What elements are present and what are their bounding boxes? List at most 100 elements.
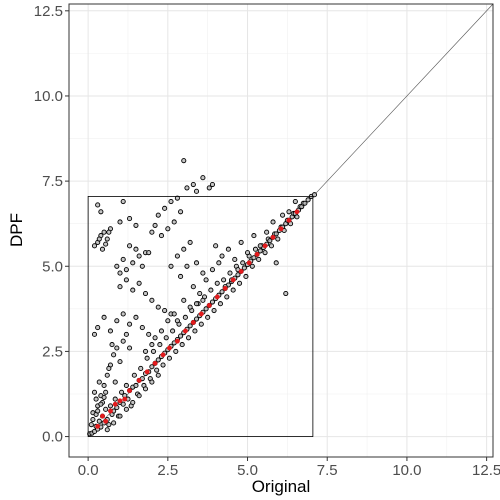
data-point: [142, 386, 149, 392]
data-point: [235, 272, 241, 278]
data-point: [209, 267, 216, 273]
data-point: [123, 331, 129, 337]
data-point: [127, 321, 133, 327]
x-tick-label: 7.5: [317, 462, 338, 479]
data-point: [107, 328, 113, 334]
y-tick-label: 2.5: [42, 343, 63, 360]
data-point: [146, 250, 152, 256]
data-point: [257, 243, 263, 249]
data-point: [170, 328, 176, 334]
data-point: [184, 263, 190, 269]
data-point: [270, 219, 276, 225]
data-point: [101, 382, 107, 389]
data-point: [209, 299, 216, 305]
data-point: [96, 418, 102, 424]
data-point: [168, 198, 174, 205]
highlight-point: [112, 401, 118, 407]
data-point: [280, 212, 286, 218]
data-point: [275, 236, 281, 242]
data-point: [208, 287, 214, 293]
data-point: [198, 321, 204, 327]
data-point: [227, 270, 233, 276]
data-point: [178, 209, 184, 215]
data-point: [182, 314, 188, 320]
bounding-box-layer: [87, 196, 314, 437]
data-point: [203, 277, 209, 283]
highlight-point: [100, 413, 105, 419]
y-axis-title: DPF: [7, 213, 26, 247]
data-point: [146, 331, 152, 337]
data-point: [123, 277, 129, 283]
data-point: [163, 335, 169, 341]
y-axis-ticks: 0.0 2.5 5.0 7.5 10.0 12.5: [34, 3, 69, 446]
highlight-point: [107, 408, 113, 414]
data-point: [217, 301, 223, 307]
highlight-point: [294, 209, 300, 215]
highlight-point: [214, 294, 220, 300]
highlight-point: [246, 260, 252, 266]
highlight-point: [182, 328, 188, 334]
data-point: [193, 260, 200, 266]
data-point: [243, 273, 249, 280]
data-point: [91, 243, 98, 249]
x-tick-label: 0.0: [78, 462, 99, 479]
data-point: [149, 297, 155, 303]
data-point: [139, 263, 145, 269]
data-point: [114, 318, 120, 324]
data-point: [174, 253, 180, 259]
data-point: [149, 229, 155, 235]
data-point: [302, 200, 308, 206]
data-point: [120, 401, 126, 407]
data-point: [95, 325, 101, 331]
data-point: [104, 372, 110, 378]
data-point: [219, 289, 225, 295]
data-point: [158, 233, 165, 239]
y-tick-label: 12.5: [34, 3, 63, 20]
data-point: [95, 202, 101, 208]
data-point: [117, 219, 123, 225]
data-point: [123, 406, 129, 412]
data-point: [103, 406, 109, 412]
data-point: [95, 408, 101, 414]
data-point: [165, 318, 171, 324]
data-point: [200, 297, 206, 303]
data-point: [117, 284, 123, 290]
data-point: [106, 422, 112, 428]
data-point: [91, 389, 98, 395]
data-point: [221, 277, 227, 283]
y-tick-label: 0.0: [42, 429, 63, 446]
data-point: [257, 248, 263, 254]
data-point: [98, 209, 104, 215]
data-point: [123, 267, 129, 273]
data-point: [162, 307, 168, 314]
data-point: [251, 255, 257, 261]
highlight-point: [278, 226, 284, 232]
data-point: [193, 316, 200, 322]
data-point: [98, 401, 104, 407]
data-point: [190, 181, 196, 188]
data-point: [200, 270, 206, 276]
data-point: [130, 287, 136, 293]
y-tick-label: 7.5: [42, 173, 63, 190]
data-point: [91, 331, 98, 337]
data-point: [136, 280, 142, 286]
data-point: [160, 362, 166, 368]
highlight-point: [136, 377, 142, 383]
data-point: [133, 314, 139, 320]
data-point: [273, 260, 279, 266]
data-point: [206, 185, 212, 191]
x-tick-label: 5.0: [237, 462, 258, 479]
data-point: [114, 345, 120, 351]
data-point: [181, 297, 187, 303]
data-point: [157, 342, 163, 348]
highlight-point: [254, 251, 260, 257]
data-point: [120, 338, 126, 344]
data-point: [251, 233, 257, 239]
highlight-point: [160, 352, 166, 358]
data-point: [136, 253, 142, 259]
data-point: [273, 231, 279, 237]
data-point: [185, 335, 192, 341]
data-point: [149, 379, 155, 385]
data-point: [214, 280, 220, 286]
data-point: [111, 420, 117, 426]
